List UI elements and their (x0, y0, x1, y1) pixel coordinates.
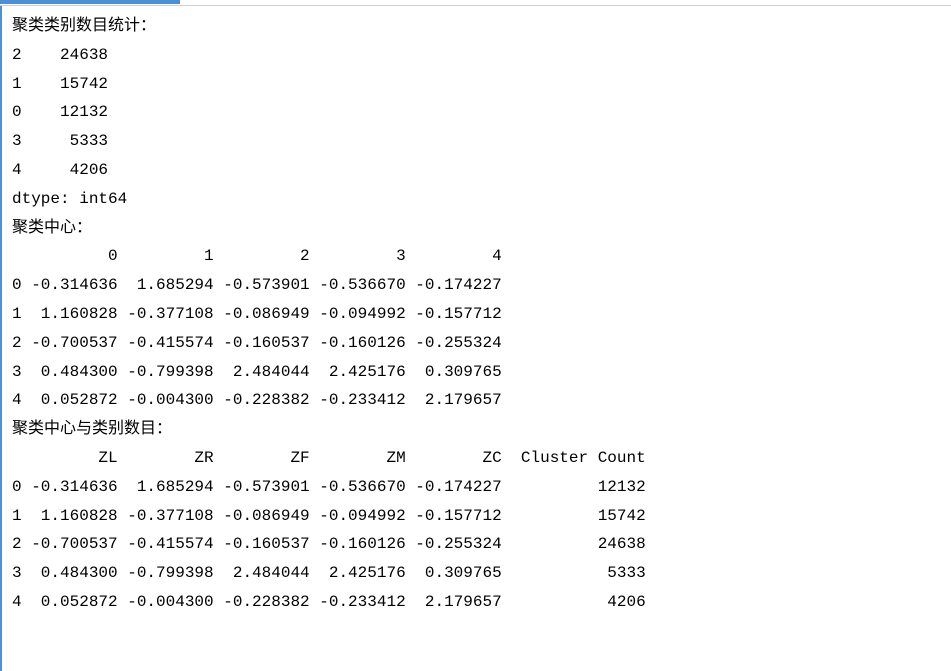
top-scroll-indicator (0, 0, 951, 6)
centers-table: 0 1 2 3 4 0 -0.314636 1.685294 -0.573901… (12, 247, 502, 409)
cluster-count-table: 2 24638 1 15742 0 12132 3 5333 4 4206 (12, 46, 108, 179)
console-output-area: 聚类类别数目统计： 2 24638 1 15742 0 12132 3 5333… (0, 6, 951, 671)
section-title-count-stats: 聚类类别数目统计： (12, 17, 156, 34)
dtype-line: dtype: int64 (12, 190, 127, 208)
section-title-centers-count: 聚类中心与类别数目： (12, 420, 172, 437)
centers-count-table: ZL ZR ZF ZM ZC Cluster Count 0 -0.314636… (12, 449, 646, 611)
section-title-centers: 聚类中心： (12, 219, 92, 236)
output-text: 聚类类别数目统计： 2 24638 1 15742 0 12132 3 5333… (12, 12, 941, 617)
